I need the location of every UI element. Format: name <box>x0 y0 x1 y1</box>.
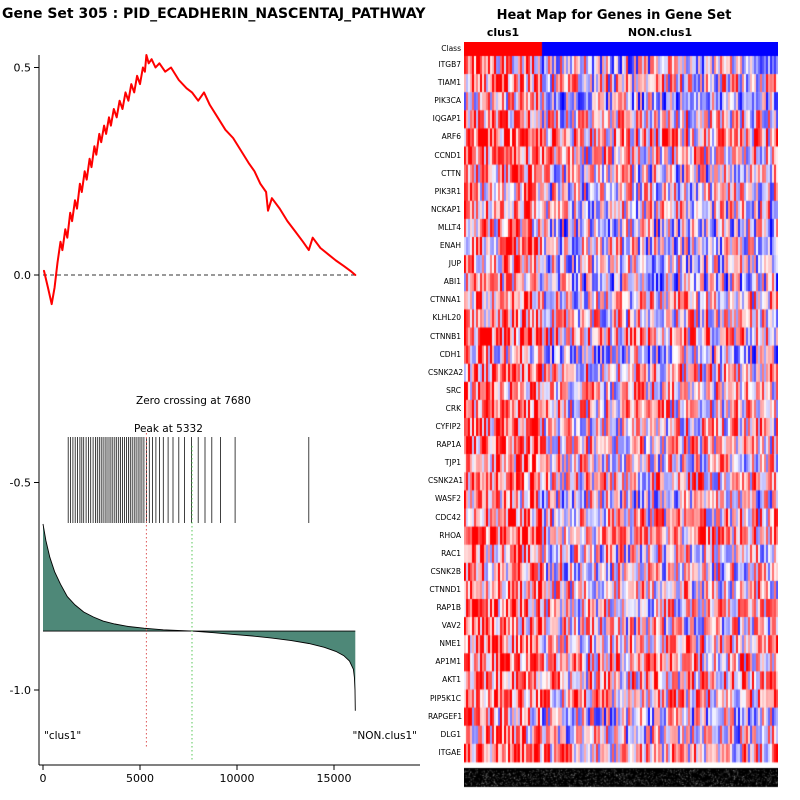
heatmap-panel: Heat Map for Genes in Gene Set clus1 NON… <box>428 0 800 800</box>
gene-label: AKT1 <box>442 675 461 685</box>
gene-label: CTNND1 <box>429 584 461 594</box>
gene-label: NME1 <box>439 639 461 649</box>
gene-label: CYFIP2 <box>435 422 461 431</box>
svg-text:15000: 15000 <box>317 772 352 785</box>
gene-label: MLLT4 <box>437 222 461 232</box>
gene-label: ABI1 <box>443 277 461 287</box>
gene-label: SRC <box>446 385 461 395</box>
svg-text:"clus1": "clus1" <box>44 730 81 742</box>
svg-text:0.0: 0.0 <box>14 269 32 282</box>
gene-label: PIP5K1C <box>430 693 461 703</box>
gene-label: PIK3CA <box>434 96 461 106</box>
gene-label: RHOA <box>439 530 461 540</box>
gene-label: CCND1 <box>434 150 461 160</box>
class-row-label: Class <box>441 44 461 53</box>
gene-label: KLHL20 <box>432 313 461 323</box>
gene-label: CTNNB1 <box>430 331 461 341</box>
gene-label: ITGAE <box>438 747 461 757</box>
gene-label: VAV2 <box>441 621 461 631</box>
gene-label: CTTN <box>441 168 461 178</box>
gene-label: TJP1 <box>444 458 461 468</box>
gene-label: ITGB7 <box>438 60 461 69</box>
gene-label: IQGAP1 <box>432 114 461 124</box>
svg-text:Zero crossing at 7680: Zero crossing at 7680 <box>136 395 251 407</box>
gene-label: CSNK2B <box>430 566 461 576</box>
gene-label: CSNK2A1 <box>428 476 464 486</box>
gene-label: ENAH <box>439 241 461 250</box>
gene-label: WASF2 <box>435 494 461 504</box>
gene-label: CTNNA1 <box>430 295 461 305</box>
gene-label: RAC1 <box>441 548 461 558</box>
gene-label: NCKAP1 <box>430 204 461 214</box>
class-group-clus1-label: clus1 <box>486 26 520 39</box>
svg-text:-0.5: -0.5 <box>10 477 31 490</box>
svg-text:Peak at 5332: Peak at 5332 <box>134 423 203 435</box>
gene-label: AP1M1 <box>435 657 461 667</box>
gene-label: CDH1 <box>439 349 461 359</box>
svg-text:0: 0 <box>40 772 47 785</box>
gene-label: CSNK2A2 <box>428 367 464 377</box>
gene-label: CRK <box>445 403 461 413</box>
gene-label: PIK3R1 <box>434 186 461 196</box>
gene-label: DLG1 <box>440 729 461 739</box>
gene-label: RAP1B <box>436 603 461 612</box>
gene-label: RAP1A <box>436 440 461 450</box>
svg-text:"NON.clus1": "NON.clus1" <box>353 730 417 742</box>
svg-text:10000: 10000 <box>220 772 255 785</box>
gene-label: CDC42 <box>435 512 461 522</box>
enrichment-score-plot: 0.5 0.0 -0.5 -1.0 0 5000 10000 15000 Zero crossi… <box>10 54 420 785</box>
svg-text:5000: 5000 <box>126 772 154 785</box>
gene-label: ARF6 <box>441 132 461 142</box>
gene-set-title: Gene Set 305 : PID_ECADHERIN_NASCENTAJ_P… <box>2 6 426 22</box>
svg-text:0.5: 0.5 <box>14 62 32 75</box>
heatmap-title: Heat Map for Genes in Gene Set <box>496 8 732 23</box>
gene-label: JUP <box>448 259 461 269</box>
gene-label: RAPGEF1 <box>428 711 463 721</box>
heatmap-cells <box>464 42 778 788</box>
svg-text:-1.0: -1.0 <box>10 684 31 697</box>
class-group-nonclus1-label: NON.clus1 <box>627 26 693 39</box>
gene-label: TIAM1 <box>437 78 461 88</box>
